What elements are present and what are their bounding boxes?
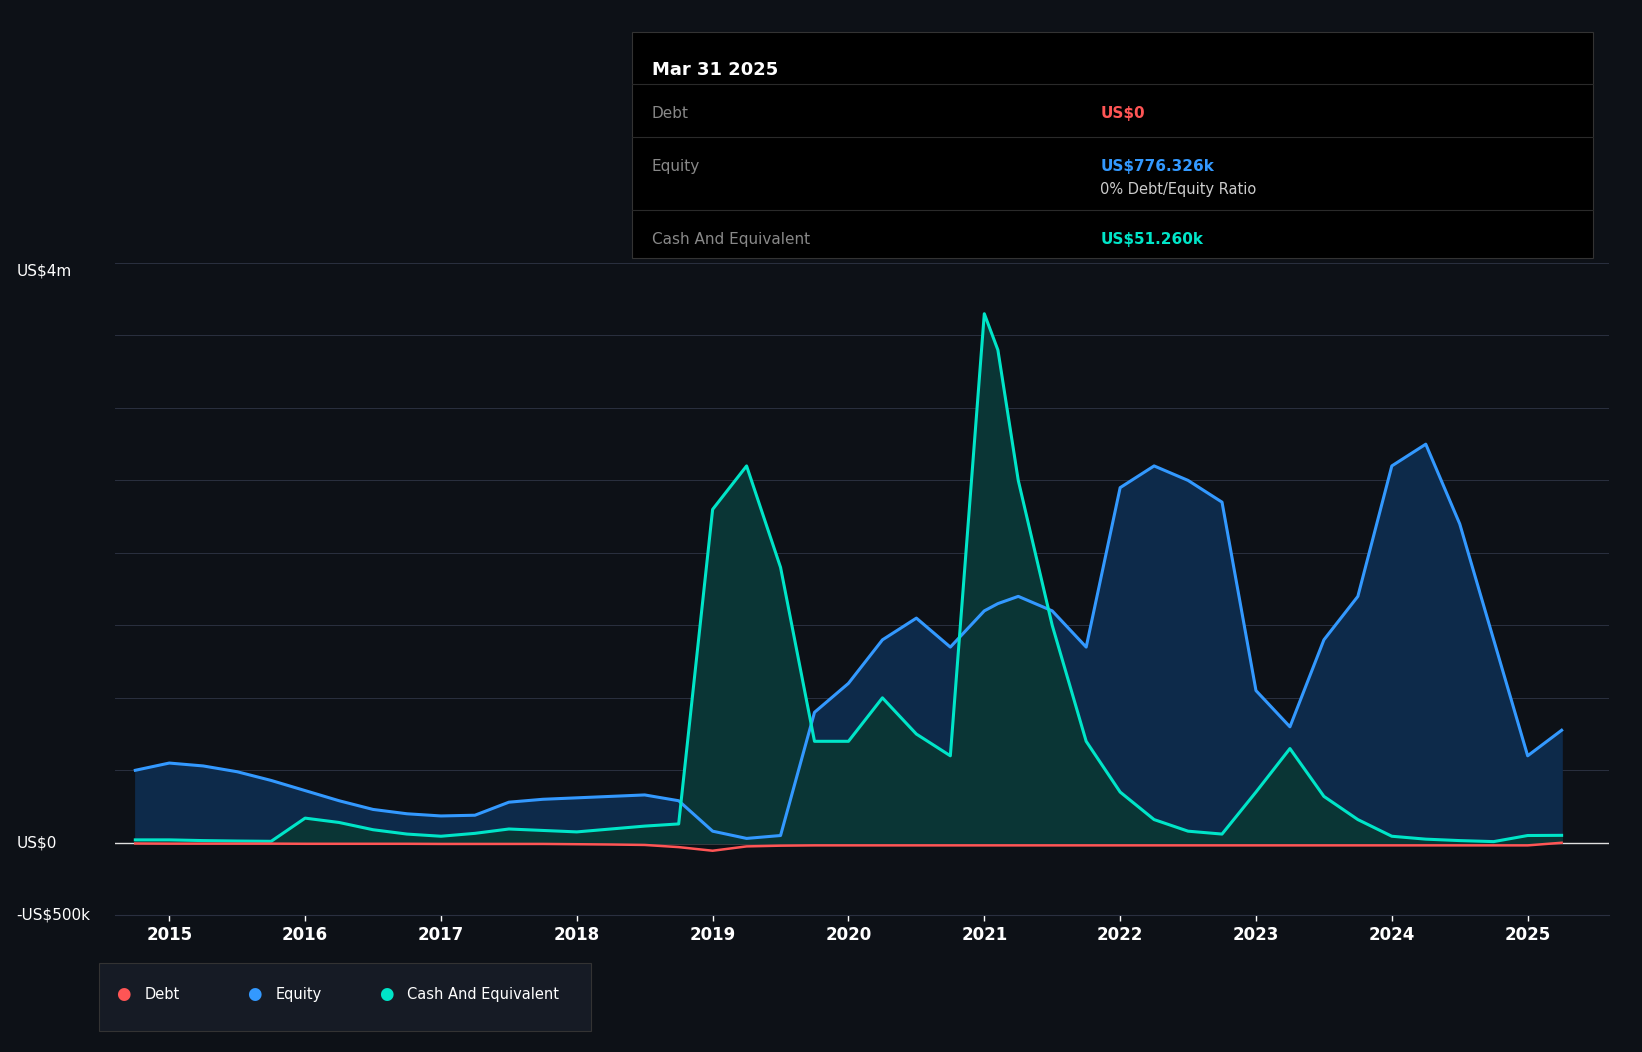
- Text: US$776.326k: US$776.326k: [1100, 159, 1213, 174]
- Text: Cash And Equivalent: Cash And Equivalent: [407, 987, 560, 1002]
- Text: US$51.260k: US$51.260k: [1100, 232, 1204, 247]
- Text: Equity: Equity: [276, 987, 322, 1002]
- Text: US$0: US$0: [1100, 106, 1144, 121]
- Text: Mar 31 2025: Mar 31 2025: [652, 61, 778, 79]
- Text: ●: ●: [117, 985, 130, 1004]
- Text: 0% Debt/Equity Ratio: 0% Debt/Equity Ratio: [1100, 182, 1256, 197]
- Text: Cash And Equivalent: Cash And Equivalent: [652, 232, 810, 247]
- Text: US$0: US$0: [16, 835, 57, 850]
- Text: Equity: Equity: [652, 159, 699, 174]
- Text: ●: ●: [379, 985, 392, 1004]
- Text: ●: ●: [248, 985, 261, 1004]
- Text: Debt: Debt: [144, 987, 179, 1002]
- Text: Debt: Debt: [652, 106, 690, 121]
- Text: -US$500k: -US$500k: [16, 908, 90, 923]
- Text: US$4m: US$4m: [16, 263, 72, 278]
